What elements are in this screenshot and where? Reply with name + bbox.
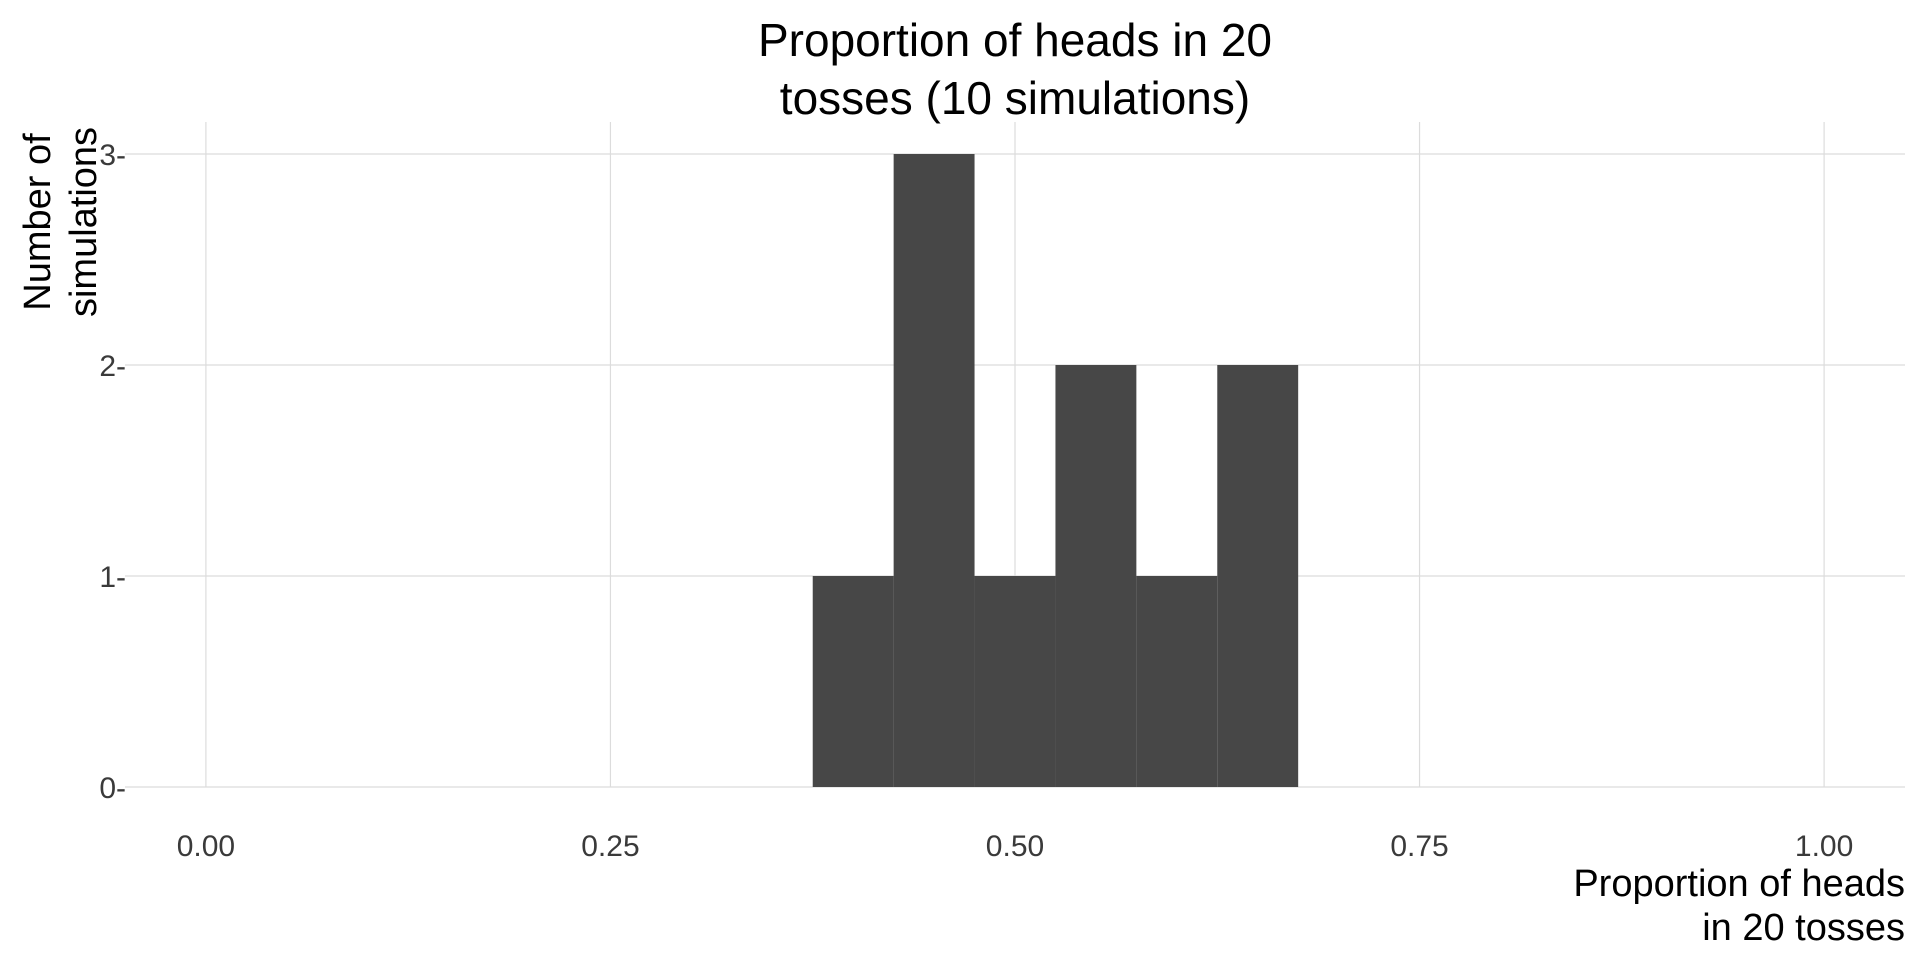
y-tick-label: 1- bbox=[99, 561, 126, 594]
y-tick-label: 0- bbox=[99, 772, 126, 805]
histogram-bar bbox=[812, 576, 894, 787]
x-tick-label: 0.50 bbox=[986, 830, 1044, 863]
y-tick-label: 2- bbox=[99, 350, 126, 383]
histogram-bar bbox=[1136, 576, 1218, 787]
y-axis-title-line-2: simulations bbox=[63, 127, 105, 317]
histogram-bar bbox=[893, 154, 975, 787]
x-tick-label: 1.00 bbox=[1795, 830, 1853, 863]
histogram-bar bbox=[1055, 365, 1137, 787]
chart-title-line-2: tosses (10 simulations) bbox=[780, 72, 1250, 124]
x-tick-label: 0.00 bbox=[177, 830, 235, 863]
x-axis-title: Proportion of heads in 20 tosses bbox=[1573, 863, 1905, 949]
x-axis-title-line-2: in 20 tosses bbox=[1702, 907, 1905, 949]
x-tick-label: 0.25 bbox=[581, 830, 639, 863]
histogram-bar bbox=[974, 576, 1056, 787]
axes: 0.00 0.25 0.50 0.75 1.00 0- 1- 2- 3- bbox=[99, 139, 1853, 863]
chart-title: Proportion of heads in 20 tosses (10 sim… bbox=[758, 14, 1272, 124]
y-axis-title-line-1: Number of bbox=[17, 133, 59, 311]
histogram-bar bbox=[1217, 365, 1299, 787]
y-tick-label: 3- bbox=[99, 139, 126, 172]
x-axis-title-line-1: Proportion of heads bbox=[1573, 863, 1905, 905]
y-axis-title: Number of simulations bbox=[17, 127, 105, 317]
chart-title-line-1: Proportion of heads in 20 bbox=[758, 14, 1272, 66]
histogram-bars bbox=[812, 154, 1299, 787]
x-tick-label: 0.75 bbox=[1390, 830, 1448, 863]
